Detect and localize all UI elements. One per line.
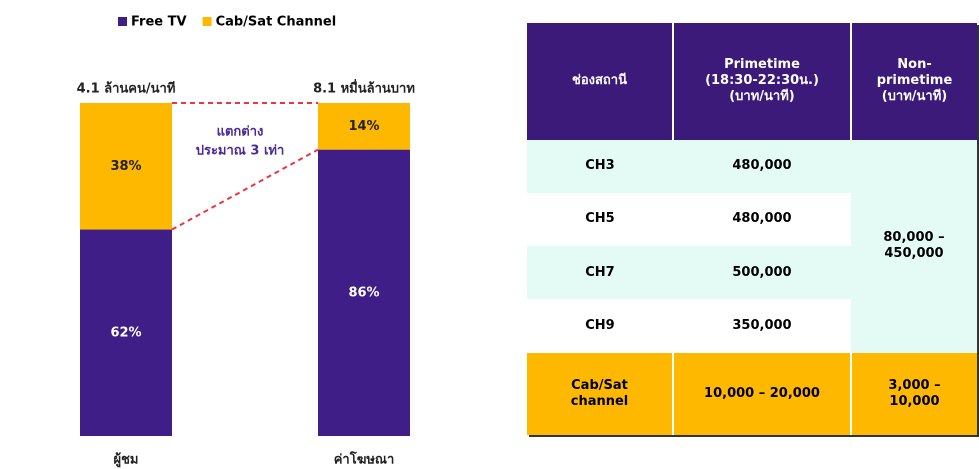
bar-segment bbox=[318, 103, 410, 150]
cell-line: 10,000 – 20,000 bbox=[704, 385, 820, 401]
header-line: Non- bbox=[897, 57, 932, 73]
cell: CH7 bbox=[585, 264, 615, 280]
cell-line: 450,000 bbox=[884, 246, 944, 262]
cell: CH5 bbox=[585, 211, 615, 227]
header-cell: ช่องสถานี bbox=[527, 23, 673, 140]
cell: 10,000 – 20,000 bbox=[672, 352, 851, 435]
cell: 350,000 bbox=[732, 317, 792, 333]
merged-cell: 80,000 –450,000 bbox=[851, 139, 977, 353]
row: Cab/Sat channel 10,000 – 20,000 3,000 –10… bbox=[527, 352, 977, 435]
cell-line: 3,000 – bbox=[888, 377, 941, 393]
annotation: ประมาณ 3 เท่า bbox=[196, 144, 285, 159]
row: CH3 480,000 80,000 –450,000 bbox=[527, 139, 977, 353]
connector bbox=[171, 148, 319, 231]
chart: Free TV Cab/Sat Channel 62% 38% ผู้ชม 4.1 ล้า… bbox=[77, 15, 415, 468]
header-line: ช่องสถานี bbox=[572, 73, 627, 89]
cell: Cab/Sat channel bbox=[527, 352, 673, 435]
cell-line: channel bbox=[570, 393, 629, 409]
legend-label: Cab/Sat Channel bbox=[216, 15, 337, 30]
header-line: (บาท/นาที) bbox=[729, 89, 795, 105]
cell-line: Cab/Sat bbox=[571, 377, 628, 393]
header-line: Primetime bbox=[724, 57, 800, 73]
legend-label: Free TV bbox=[131, 15, 187, 30]
value-label: 38% bbox=[110, 159, 141, 174]
total-label: 8.1 หมื่นล้านบาท bbox=[313, 79, 415, 97]
bar-segment bbox=[80, 103, 172, 230]
value-label: 14% bbox=[348, 119, 379, 134]
header-line: (18:30-22:30น.) bbox=[705, 73, 819, 89]
bar-segment bbox=[318, 149, 410, 436]
value-label: 62% bbox=[110, 325, 141, 340]
header-line: (บาท/นาที) bbox=[881, 89, 948, 105]
legend-swatch bbox=[118, 17, 127, 26]
cell: CH9 bbox=[585, 317, 615, 333]
header-cell: Primetime (18:30-22:30น.) (บาท/นาที) bbox=[672, 23, 851, 140]
cell: 480,000 bbox=[732, 158, 792, 174]
header-row: ช่องสถานี Primetime (18:30-22:30น.) (บาท/น… bbox=[527, 23, 977, 140]
header-cell: Non-primetime (บาท/นาที) bbox=[850, 23, 977, 140]
cell: CH3 bbox=[585, 158, 615, 174]
x-tick-label: ค่าโฆษณา bbox=[334, 451, 395, 468]
cell: 3,000 –10,000 bbox=[850, 352, 977, 435]
cell-line: 80,000 – bbox=[883, 230, 945, 246]
legend-swatch bbox=[202, 17, 212, 26]
value-label: 86% bbox=[348, 285, 379, 300]
header-line: primetime bbox=[876, 73, 953, 89]
cell: 480,000 bbox=[732, 211, 792, 227]
cell-line: 10,000 bbox=[889, 393, 940, 409]
total-label: 4.1 ล้านคน/นาที bbox=[77, 81, 176, 97]
annotation: แตกต่าง bbox=[217, 125, 264, 140]
cell: 500,000 bbox=[732, 264, 792, 280]
x-tick-label: ผู้ชม bbox=[113, 452, 138, 468]
bar-segment bbox=[80, 229, 172, 436]
rate-table: ช่องสถานี Primetime (18:30-22:30น.) (บาท/น… bbox=[527, 23, 977, 435]
